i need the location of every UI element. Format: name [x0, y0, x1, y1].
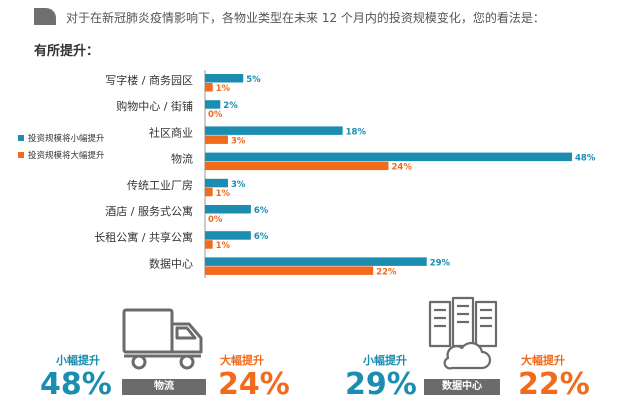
legend-swatch [18, 135, 24, 141]
category-label: 酒店 / 服务式公寓 [105, 204, 193, 218]
bar-small-increase [205, 257, 427, 266]
bar-small-increase [205, 74, 244, 83]
data-label: 0% [208, 215, 223, 225]
bar-chart: 写字楼 / 商务园区 5%1%购物中心 / 街铺 2%0%社区商业 18%3%物流 48… [18, 70, 596, 278]
bar-large-increase [205, 266, 374, 275]
data-label: 1% [216, 189, 231, 199]
datacenter-small-value: 29% [345, 367, 417, 402]
data-label: 2% [223, 101, 238, 111]
datacenter-large-value: 22% [518, 367, 590, 402]
data-label: 3% [231, 180, 246, 190]
data-label: 6% [254, 232, 269, 242]
legend-label: 投资规模将大幅提升 [28, 150, 105, 161]
bar-large-increase [205, 187, 213, 197]
truck-icon [122, 308, 203, 370]
bar-small-increase [205, 126, 343, 135]
data-label: 29% [430, 258, 451, 268]
bar-small-increase [205, 231, 251, 240]
logistics-large-label: 大幅提升 [220, 354, 264, 367]
data-label: 1% [216, 241, 231, 251]
bar-small-increase [205, 205, 251, 214]
legend-swatch [18, 152, 24, 158]
category-label: 物流 [171, 152, 193, 166]
data-label: 3% [231, 136, 246, 146]
bar-large-increase [205, 135, 228, 144]
question-marker-icon [34, 8, 56, 25]
logistics-large-value: 24% [218, 367, 290, 402]
bar-small-increase [205, 178, 228, 188]
data-center-icon [428, 296, 498, 370]
category-label: 社区商业 [149, 125, 193, 139]
logistics-small-label: 小幅提升 [56, 354, 100, 367]
category-label: 数据中心 [149, 256, 193, 270]
category-label: 长租公寓 / 共享公寓 [94, 230, 193, 244]
data-label: 6% [254, 206, 269, 216]
data-label: 1% [216, 84, 231, 94]
logistics-tag: 物流 [122, 379, 206, 395]
question-text: 对于在新冠肺炎疫情影响下，各物业类型在未来 12 个月内的投资规模变化，您的看法… [66, 11, 545, 25]
datacenter-small-label: 小幅提升 [363, 354, 407, 367]
data-label: 18% [346, 127, 367, 137]
data-label: 48% [575, 154, 596, 164]
legend-label: 投资规模将小幅提升 [28, 133, 105, 144]
bar-small-increase [205, 152, 572, 162]
category-label: 购物中心 / 街铺 [116, 99, 193, 113]
datacenter-tag: 数据中心 [424, 379, 500, 395]
data-label: 22% [376, 267, 397, 277]
bar-large-increase [205, 240, 213, 249]
bar-small-increase [205, 100, 221, 109]
data-label: 0% [208, 110, 223, 120]
section-title: 有所提升： [34, 44, 100, 59]
bar-large-increase [205, 161, 389, 171]
category-label: 写字楼 / 商务园区 [105, 73, 193, 87]
logistics-small-value: 48% [40, 367, 112, 402]
bar-large-increase [205, 83, 213, 92]
data-label: 24% [392, 163, 413, 173]
datacenter-large-label: 大幅提升 [521, 354, 565, 367]
data-label: 5% [246, 75, 261, 85]
category-label: 传统工业厂房 [127, 179, 193, 192]
